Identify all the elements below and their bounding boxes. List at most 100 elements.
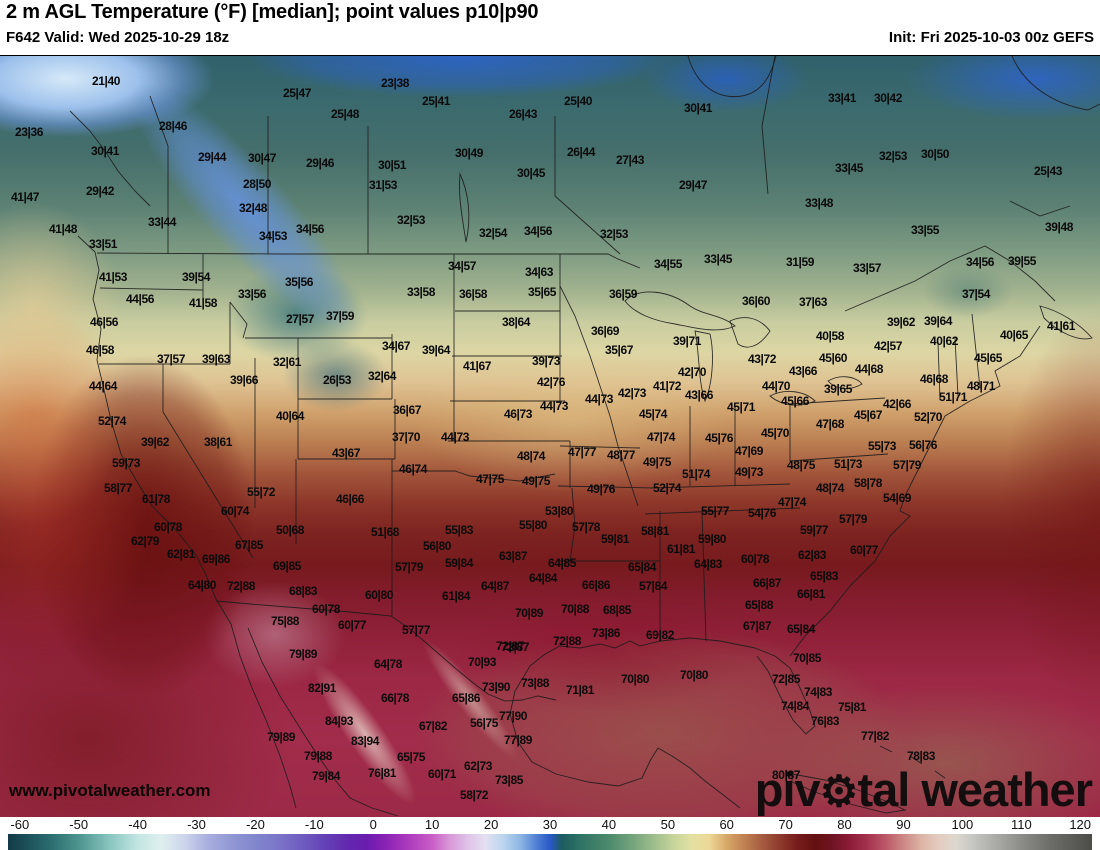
point-value: 62|83: [797, 548, 827, 562]
point-value: 32|53: [396, 213, 426, 227]
colorbar-tick: 100: [951, 817, 974, 832]
point-value: 39|55: [1007, 254, 1037, 268]
point-value: 21|40: [91, 74, 121, 88]
point-value: 73|90: [481, 680, 511, 694]
point-value: 38|61: [203, 435, 233, 449]
point-value: 59|80: [697, 532, 727, 546]
point-value: 62|73: [463, 759, 493, 773]
point-value: 42|57: [873, 339, 903, 353]
point-value: 52|70: [913, 410, 943, 424]
point-value: 37|59: [325, 309, 355, 323]
point-value: 65|88: [744, 598, 774, 612]
point-value: 75|81: [837, 700, 867, 714]
point-value: 32|61: [272, 355, 302, 369]
point-value: 77|82: [860, 729, 890, 743]
point-value: 73|88: [520, 676, 550, 690]
point-value: 61|78: [141, 492, 171, 506]
point-value: 64|80: [187, 578, 217, 592]
point-value: 28|50: [242, 177, 272, 191]
colorbar-tick: 30: [542, 817, 558, 832]
point-value: 25|47: [282, 86, 312, 100]
point-value: 69|82: [645, 628, 675, 642]
point-value: 44|73: [539, 399, 569, 413]
point-value: 60|78: [740, 552, 770, 566]
point-value: 47|77: [567, 445, 597, 459]
point-value: 68|83: [288, 584, 318, 598]
point-value: 39|54: [181, 270, 211, 284]
pivotal-weather-logo: piv⚙tal weather: [754, 763, 1093, 817]
point-value: 37|57: [156, 352, 186, 366]
point-value: 69|86: [201, 552, 231, 566]
point-value: 59|84: [444, 556, 474, 570]
point-value: 54|76: [747, 506, 777, 520]
point-value: 33|48: [804, 196, 834, 210]
point-value: 55|83: [444, 523, 474, 537]
point-value: 37|63: [798, 295, 828, 309]
point-value: 44|56: [125, 292, 155, 306]
point-value: 32|64: [367, 369, 397, 383]
point-value: 36|69: [590, 324, 620, 338]
point-value: 47|68: [815, 417, 845, 431]
point-value: 60|80: [364, 588, 394, 602]
point-value: 49|73: [734, 465, 764, 479]
point-value: 47|74: [646, 430, 676, 444]
point-value: 72|88: [552, 634, 582, 648]
point-value: 62|81: [166, 547, 196, 561]
point-value: 64|78: [373, 657, 403, 671]
colorbar-tick: -30: [187, 817, 206, 832]
point-values-layer: 21|40 25|47 25|48 23|36 28|46 30|41 29|44 30|47…: [0, 56, 1100, 817]
point-value: 33|56: [237, 287, 267, 301]
point-value: 30|49: [454, 146, 484, 160]
colorbar-tick: 40: [601, 817, 617, 832]
point-value: 73|85: [494, 773, 524, 787]
colorbar-tick: -50: [69, 817, 89, 832]
point-value: 40|64: [275, 409, 305, 423]
point-value: 41|67: [462, 359, 492, 373]
point-value: 57|79: [394, 560, 424, 574]
point-value: 60|71: [427, 767, 457, 781]
point-value: 38|64: [501, 315, 531, 329]
point-value: 58|78: [853, 476, 883, 490]
point-value: 69|85: [272, 559, 302, 573]
weather-map: 21|40 25|47 25|48 23|36 28|46 30|41 29|44 30|47…: [0, 55, 1100, 818]
point-value: 31|53: [368, 178, 398, 192]
point-value: 45|71: [726, 400, 756, 414]
point-value: 58|81: [640, 524, 670, 538]
logo-text-pre: piv: [754, 763, 821, 817]
point-value: 39|73: [531, 354, 561, 368]
point-value: 57|79: [838, 512, 868, 526]
point-value: 55|80: [518, 518, 548, 532]
point-value: 25|41: [421, 94, 451, 108]
colorbar-tick: -10: [304, 817, 324, 832]
point-value: 33|41: [827, 91, 857, 105]
point-value: 72|88: [226, 579, 256, 593]
point-value: 33|57: [852, 261, 882, 275]
point-value: 56|75: [469, 716, 499, 730]
point-value: 54|69: [882, 491, 912, 505]
point-value: 29|46: [305, 156, 335, 170]
point-value: 59|81: [600, 532, 630, 546]
point-value: 48|75: [786, 458, 816, 472]
point-value: 55|72: [246, 485, 276, 499]
point-value: 70|85: [792, 651, 822, 665]
point-value: 66|78: [380, 691, 410, 705]
point-value: 41|47: [10, 190, 40, 204]
point-value: 83|94: [350, 734, 380, 748]
point-value: 67|82: [418, 719, 448, 733]
point-value: 73|86: [591, 626, 621, 640]
colorbar-tick: -20: [246, 817, 265, 832]
point-value: 42|76: [536, 375, 566, 389]
point-value: 52|74: [652, 481, 682, 495]
colorbar: -60 -50 -40 -30 -20 -10 0 10 20 30 40 50 60 70 80 90 100…: [0, 817, 1100, 850]
point-value: 26|53: [322, 373, 352, 387]
point-value: 30|47: [247, 151, 277, 165]
colorbar-tick: 60: [719, 817, 734, 832]
point-value: 64|83: [693, 557, 723, 571]
point-value: 70|93: [467, 655, 497, 669]
colorbar-tick: 20: [483, 817, 499, 832]
point-value: 44|73: [584, 392, 614, 406]
point-value: 32|54: [478, 226, 508, 240]
point-value: 65|84: [627, 560, 657, 574]
point-value: 49|76: [586, 482, 616, 496]
